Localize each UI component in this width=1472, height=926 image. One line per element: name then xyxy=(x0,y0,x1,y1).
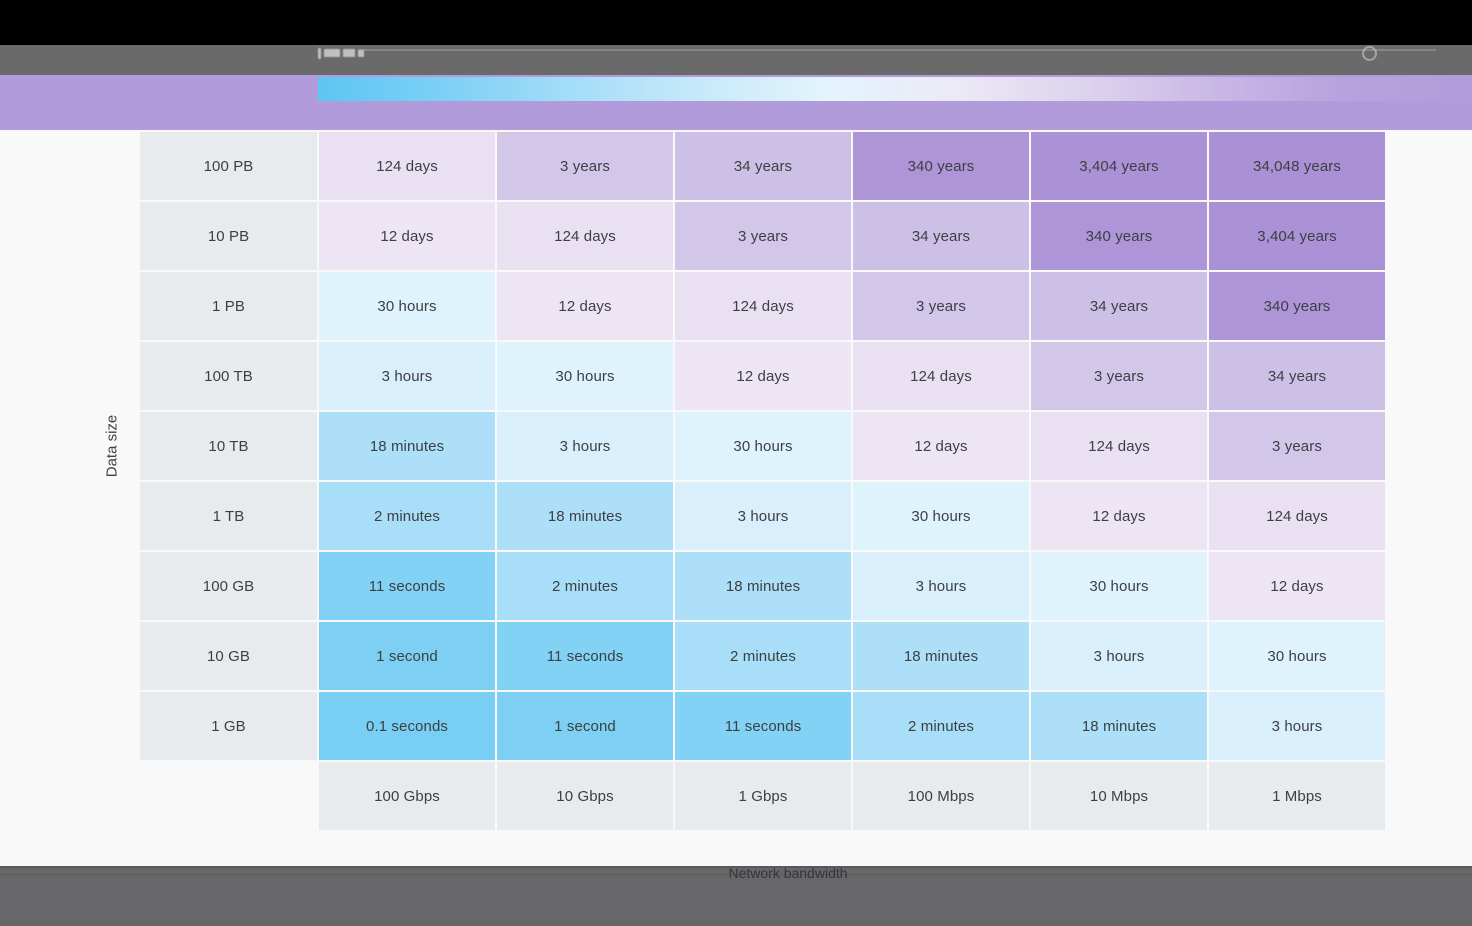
heatmap-cell: 124 days xyxy=(853,342,1029,410)
heatmap-cell: 340 years xyxy=(853,132,1029,200)
heatmap-cell: 18 minutes xyxy=(319,412,495,480)
row-label: 100 PB xyxy=(140,132,317,200)
heatmap-cell: 2 minutes xyxy=(853,692,1029,760)
heatmap-cell: 12 days xyxy=(497,272,673,340)
heatmap-cell: 124 days xyxy=(497,202,673,270)
heatmap-cell: 34 years xyxy=(853,202,1029,270)
heatmap-cell: 3,404 years xyxy=(1031,132,1207,200)
row-label: 1 PB xyxy=(140,272,317,340)
heatmap-cell: 12 days xyxy=(319,202,495,270)
heatmap-cell: 11 seconds xyxy=(497,622,673,690)
heatmap-cell: 30 hours xyxy=(1209,622,1385,690)
heatmap-cell: 12 days xyxy=(1209,552,1385,620)
heatmap-cell: 340 years xyxy=(1031,202,1207,270)
heatmap-cell: 3 years xyxy=(497,132,673,200)
heatmap-cell: 34 years xyxy=(675,132,851,200)
heatmap-cell: 3 hours xyxy=(319,342,495,410)
heatmap-cell: 30 hours xyxy=(853,482,1029,550)
row-label: 1 GB xyxy=(140,692,317,760)
row-label: 10 TB xyxy=(140,412,317,480)
row-label: 100 TB xyxy=(140,342,317,410)
heatmap-cell: 3 hours xyxy=(1209,692,1385,760)
heatmap-cell: 3 years xyxy=(1209,412,1385,480)
heatmap-cell: 1 second xyxy=(319,622,495,690)
toolbar-logo-blur xyxy=(318,47,364,59)
heatmap-cell: 18 minutes xyxy=(853,622,1029,690)
heatmap-cell: 2 minutes xyxy=(675,622,851,690)
col-label: 100 Gbps xyxy=(319,762,495,830)
window-top-bar xyxy=(0,0,1472,45)
y-axis-label: Data size xyxy=(103,414,121,478)
heatmap-cell: 124 days xyxy=(1209,482,1385,550)
col-label: 10 Mbps xyxy=(1031,762,1207,830)
col-label: 100 Mbps xyxy=(853,762,1029,830)
heatmap-cell: 124 days xyxy=(1031,412,1207,480)
toolbar-divider xyxy=(358,49,1436,51)
row-label: 10 GB xyxy=(140,622,317,690)
legend-gradient xyxy=(318,77,1472,101)
heatmap-cell: 11 seconds xyxy=(675,692,851,760)
footer-bar xyxy=(0,866,1472,926)
col-label: 1 Mbps xyxy=(1209,762,1385,830)
heatmap-cell: 30 hours xyxy=(1031,552,1207,620)
heatmap-cell: 3 years xyxy=(1031,342,1207,410)
heatmap-cell: 3 hours xyxy=(675,482,851,550)
x-axis-label: Network bandwidth xyxy=(728,865,848,881)
heatmap-cell: 18 minutes xyxy=(675,552,851,620)
heatmap-cell: 30 hours xyxy=(675,412,851,480)
heatmap-cell: 34 years xyxy=(1031,272,1207,340)
heatmap-cell: 12 days xyxy=(675,342,851,410)
heatmap-cell: 0.1 seconds xyxy=(319,692,495,760)
toolbar xyxy=(0,45,1472,75)
heatmap-cell: 124 days xyxy=(319,132,495,200)
heatmap-cell: 3 years xyxy=(853,272,1029,340)
col-label: 1 Gbps xyxy=(675,762,851,830)
footer-divider xyxy=(0,874,1472,875)
row-label: 1 TB xyxy=(140,482,317,550)
heatmap-cell: 11 seconds xyxy=(319,552,495,620)
legend-banner xyxy=(0,75,1472,130)
col-label: 10 Gbps xyxy=(497,762,673,830)
heatmap-cell: 2 minutes xyxy=(319,482,495,550)
corner-spacer xyxy=(140,762,317,830)
heatmap-cell: 1 second xyxy=(497,692,673,760)
transfer-time-heatmap: 100 PB 124 days 3 years 34 years 340 years 3,… xyxy=(140,132,1385,830)
heatmap-cell: 340 years xyxy=(1209,272,1385,340)
heatmap-cell: 2 minutes xyxy=(497,552,673,620)
heatmap-cell: 30 hours xyxy=(497,342,673,410)
heatmap-cell: 12 days xyxy=(853,412,1029,480)
heatmap-cell: 18 minutes xyxy=(1031,692,1207,760)
heatmap-cell: 18 minutes xyxy=(497,482,673,550)
heatmap-cell: 3,404 years xyxy=(1209,202,1385,270)
heatmap-cell: 34,048 years xyxy=(1209,132,1385,200)
row-label: 10 PB xyxy=(140,202,317,270)
heatmap-cell: 34 years xyxy=(1209,342,1385,410)
heatmap-cell: 3 hours xyxy=(853,552,1029,620)
heatmap-cell: 124 days xyxy=(675,272,851,340)
heatmap-cell: 3 hours xyxy=(1031,622,1207,690)
heatmap-cell: 12 days xyxy=(1031,482,1207,550)
heatmap-cell: 3 years xyxy=(675,202,851,270)
toolbar-control-icon[interactable] xyxy=(1362,46,1377,61)
heatmap-cell: 3 hours xyxy=(497,412,673,480)
row-label: 100 GB xyxy=(140,552,317,620)
heatmap-cell: 30 hours xyxy=(319,272,495,340)
